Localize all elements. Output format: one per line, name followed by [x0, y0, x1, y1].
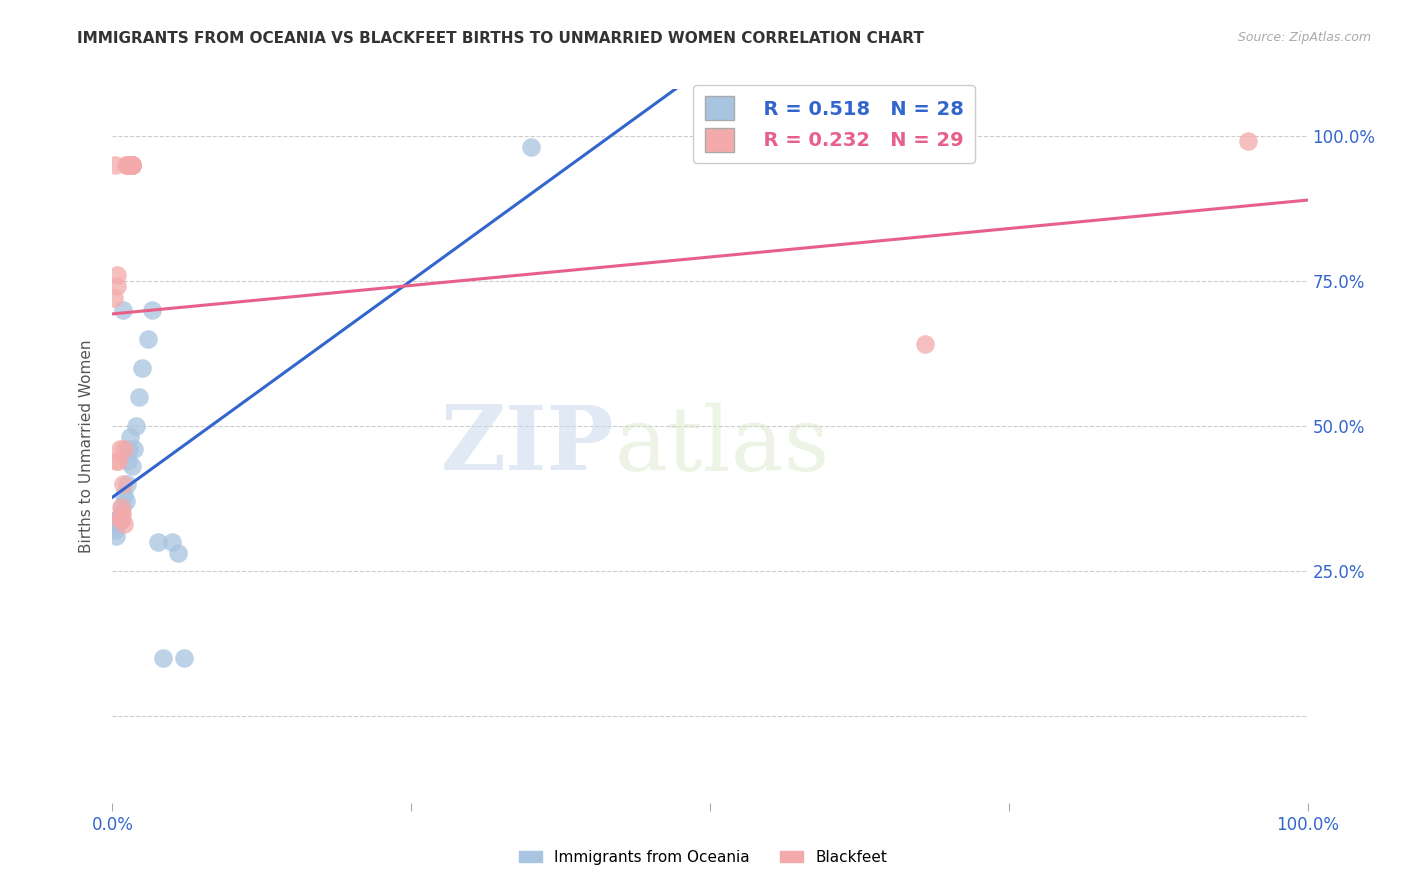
Point — [120, 158, 142, 172]
Legend:   R = 0.518   N = 28,   R = 0.232   N = 29: R = 0.518 N = 28, R = 0.232 N = 29 — [693, 85, 976, 163]
Point — [110, 500, 132, 514]
Point — [110, 508, 132, 523]
Point — [152, 650, 174, 665]
Point — [118, 158, 141, 172]
Point — [121, 158, 143, 172]
Point — [121, 158, 143, 172]
Point — [167, 546, 190, 560]
Point — [114, 488, 135, 502]
Legend: Immigrants from Oceania, Blackfeet: Immigrants from Oceania, Blackfeet — [513, 844, 893, 871]
Point — [125, 418, 148, 433]
Point — [520, 140, 543, 154]
Point — [121, 158, 143, 172]
Point — [120, 430, 142, 444]
Point — [131, 360, 153, 375]
Point — [111, 500, 134, 514]
Point — [114, 517, 135, 532]
Point — [138, 332, 160, 346]
Point — [1237, 135, 1260, 149]
Point — [146, 534, 169, 549]
Point — [108, 515, 131, 529]
Point — [121, 158, 143, 172]
Point — [121, 158, 143, 172]
Point — [108, 442, 131, 456]
Point — [115, 476, 138, 491]
Point — [105, 529, 128, 543]
Point — [114, 442, 135, 456]
Y-axis label: Births to Unmarried Women: Births to Unmarried Women — [79, 339, 94, 553]
Point — [105, 279, 128, 293]
Point — [112, 302, 135, 317]
Point — [122, 442, 145, 456]
Point — [120, 158, 142, 172]
Text: ZIP: ZIP — [441, 402, 614, 490]
Point — [105, 453, 128, 467]
Point — [112, 476, 135, 491]
Point — [128, 390, 150, 404]
Point — [111, 506, 134, 520]
Point — [121, 158, 143, 172]
Point — [118, 442, 141, 456]
Text: atlas: atlas — [614, 402, 830, 490]
Point — [114, 158, 136, 172]
Point — [111, 511, 134, 525]
Point — [103, 291, 125, 305]
Point — [121, 459, 143, 474]
Text: Source: ZipAtlas.com: Source: ZipAtlas.com — [1237, 31, 1371, 45]
Point — [104, 158, 127, 172]
Point — [107, 511, 129, 525]
Text: IMMIGRANTS FROM OCEANIA VS BLACKFEET BIRTHS TO UNMARRIED WOMEN CORRELATION CHART: IMMIGRANTS FROM OCEANIA VS BLACKFEET BIR… — [77, 31, 924, 46]
Point — [117, 453, 139, 467]
Point — [108, 511, 131, 525]
Point — [105, 268, 128, 282]
Point — [115, 158, 138, 172]
Point — [162, 534, 183, 549]
Point — [141, 302, 163, 317]
Point — [117, 158, 139, 172]
Point — [107, 453, 129, 467]
Point — [114, 494, 136, 508]
Point — [110, 511, 132, 525]
Point — [173, 650, 195, 665]
Point — [105, 511, 128, 525]
Point — [914, 337, 936, 351]
Point — [103, 517, 125, 532]
Point — [104, 523, 127, 537]
